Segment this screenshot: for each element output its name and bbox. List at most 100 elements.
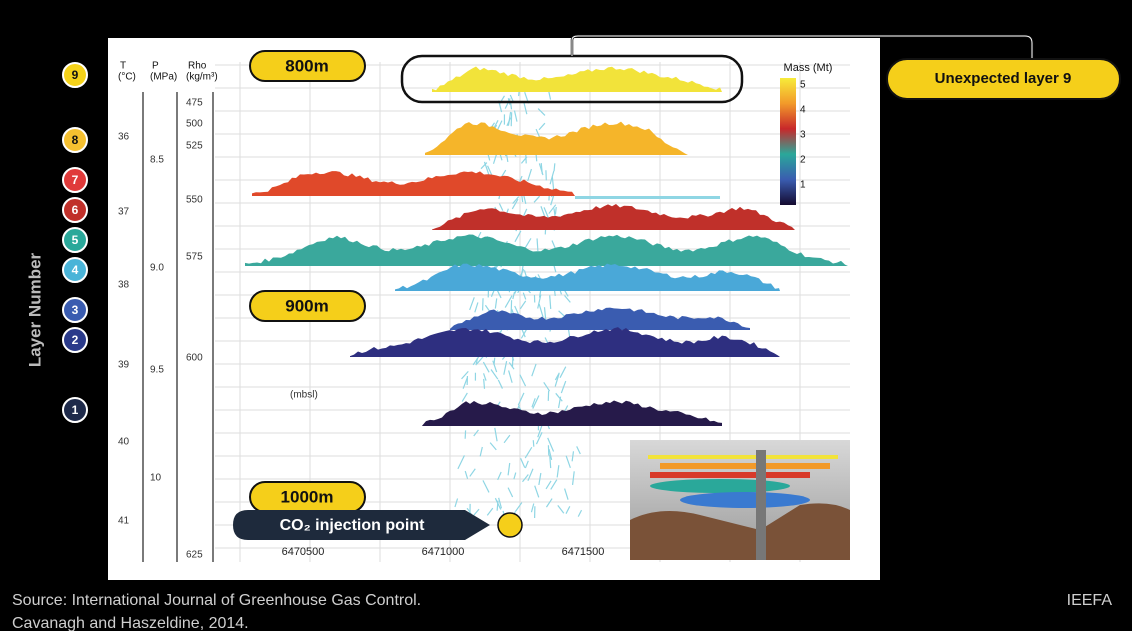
- inset-layer: [680, 492, 810, 508]
- plume-trace: [486, 507, 494, 516]
- plume-trace: [532, 440, 535, 447]
- plume-trace: [565, 506, 571, 514]
- layer-number: 4: [72, 263, 79, 277]
- inset-well: [756, 450, 766, 560]
- brand: IEEFA: [1067, 592, 1113, 609]
- plume: [395, 263, 780, 291]
- plume-trace: [551, 176, 555, 189]
- plume: [252, 171, 575, 196]
- plume-trace: [559, 366, 567, 378]
- plume-trace: [503, 434, 511, 444]
- callout-text: Unexpected layer 9: [935, 70, 1072, 87]
- layer-number: 7: [72, 173, 79, 187]
- plume-trace: [480, 162, 488, 170]
- plume-trace: [538, 122, 546, 131]
- plume-trace: [524, 238, 532, 249]
- x-label: 6471500: [562, 546, 605, 558]
- unit-note: (mbsl): [290, 390, 318, 401]
- plume-trace: [548, 204, 557, 214]
- plume-trace: [538, 163, 544, 176]
- plume-trace: [537, 294, 542, 309]
- layer-marker: [62, 62, 88, 88]
- plume-trace: [479, 446, 483, 457]
- plume-trace: [497, 471, 502, 481]
- plume-trace: [577, 509, 583, 517]
- plume-trace: [551, 240, 556, 249]
- layer-marker: [62, 297, 88, 323]
- layer-marker: [62, 197, 88, 223]
- plume-trace: [519, 374, 527, 387]
- plume-trace: [503, 360, 508, 375]
- plume-trace: [543, 307, 547, 320]
- column-header: Rho: [188, 61, 207, 72]
- plume-trace: [549, 454, 552, 469]
- plume-trace: [507, 487, 514, 498]
- layer-number: 3: [72, 303, 79, 317]
- plume-trace: [469, 297, 475, 311]
- plume: [422, 400, 722, 426]
- column-header: (MPa): [150, 72, 177, 83]
- plume-trace: [556, 465, 560, 478]
- layer-axis-title: Layer Number: [25, 252, 44, 367]
- column-value: 41: [118, 516, 130, 527]
- depth-label: 900m: [285, 296, 328, 315]
- plume-trace: [461, 370, 469, 380]
- plume-trace: [464, 470, 469, 479]
- column-value: 475: [186, 98, 203, 109]
- plume-trace: [462, 377, 468, 389]
- inset-rock: [630, 503, 850, 560]
- column-value: 500: [186, 119, 203, 130]
- plume-trace: [492, 153, 498, 164]
- column-value: 550: [186, 195, 203, 206]
- plume-trace: [543, 381, 551, 392]
- legend-labels: 5 4 3 2 1: [800, 80, 806, 191]
- plume-trace: [522, 292, 527, 300]
- x-label: 6470500: [282, 546, 325, 558]
- inset-3d: [630, 440, 850, 560]
- column-value: 36: [118, 132, 130, 143]
- column-value: 525: [186, 141, 203, 152]
- plume-trace: [517, 392, 525, 406]
- column-value: 8.5: [150, 155, 164, 166]
- plumes: [245, 66, 848, 528]
- injection-badge: [233, 510, 490, 540]
- plume: [432, 66, 722, 92]
- layer-marker: [62, 327, 88, 353]
- plume-trace: [550, 479, 558, 490]
- layer-number: 2: [72, 333, 79, 347]
- plume-trace: [576, 446, 581, 455]
- column-header: (°C): [118, 72, 136, 83]
- inset-layer: [648, 455, 838, 459]
- legend-label: 4: [800, 105, 806, 116]
- plume-trace: [537, 425, 543, 438]
- callout-line-edge: [571, 35, 1033, 58]
- plume-trace: [507, 462, 511, 476]
- plume-trace: [514, 502, 523, 513]
- plume-trace: [498, 203, 504, 211]
- legend-label: 2: [800, 155, 806, 166]
- plume-trace: [507, 111, 512, 126]
- plume-trace: [538, 472, 542, 486]
- layer-number: 6: [72, 203, 79, 217]
- plume-trace: [473, 508, 480, 516]
- plume-trace: [564, 295, 571, 303]
- plume-trace: [513, 110, 518, 122]
- depth-badge: [249, 290, 366, 322]
- layer-number: 1: [72, 403, 79, 417]
- plume-trace: [496, 120, 503, 131]
- plume-trace: [520, 156, 528, 164]
- column-header: T: [120, 61, 126, 72]
- source-line: Cavanagh and Haszeldine, 2014.: [12, 615, 249, 631]
- plume: [450, 307, 750, 330]
- plume-trace: [527, 468, 534, 482]
- plume-trace: [512, 291, 516, 300]
- plume-trace: [482, 480, 490, 493]
- plume-trace: [536, 238, 539, 252]
- plume-trace: [548, 91, 552, 100]
- injection-text: CO₂ injection point: [280, 517, 426, 534]
- legend-bar: [780, 78, 796, 205]
- inset-layer: [660, 463, 830, 469]
- plume-trace: [489, 442, 497, 451]
- plume-trace: [545, 480, 552, 490]
